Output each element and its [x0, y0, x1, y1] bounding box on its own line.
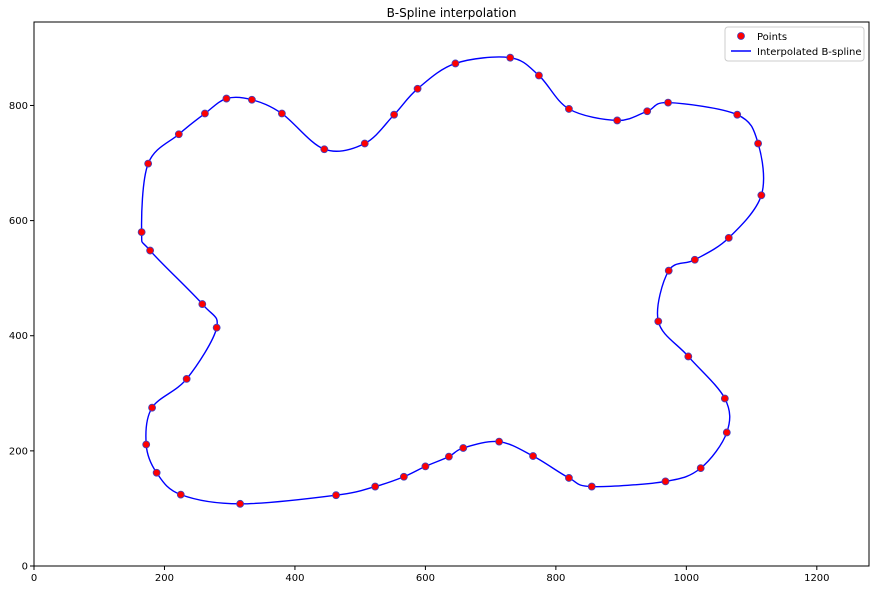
data-point: [201, 109, 209, 118]
data-point: [565, 474, 573, 482]
data-point: [247, 95, 256, 104]
data-point: [413, 84, 422, 93]
data-point: [495, 437, 504, 446]
x-tick-label: 800: [546, 573, 565, 584]
y-tick-label: 800: [9, 101, 28, 112]
x-tick-label: 600: [416, 573, 435, 584]
data-point: [661, 477, 670, 486]
data-point: [696, 464, 705, 473]
data-point: [142, 440, 151, 449]
y-tick-label: 200: [9, 446, 28, 457]
y-axis: 0 200 400 600 800: [9, 101, 34, 573]
x-tick-label: 1000: [674, 573, 699, 584]
data-point: [720, 394, 729, 403]
data-point: [137, 228, 146, 237]
data-point: [236, 499, 245, 508]
data-point: [506, 53, 515, 62]
data-point: [664, 266, 673, 275]
data-point: [754, 139, 763, 148]
data-point: [212, 323, 221, 332]
data-point: [444, 452, 453, 461]
spline-line: [140, 56, 765, 505]
data-point: [690, 255, 699, 264]
data-point: [722, 428, 731, 437]
data-point: [320, 145, 329, 154]
legend-label-points: Points: [757, 32, 787, 43]
data-point: [587, 482, 596, 491]
x-tick-label: 200: [155, 573, 174, 584]
data-point: [182, 375, 191, 383]
data-point: [360, 139, 369, 148]
x-tick-label: 1200: [804, 573, 829, 584]
chart-title: B-Spline interpolation: [387, 6, 517, 20]
data-point: [643, 107, 652, 116]
data-point: [146, 246, 155, 255]
legend-point-marker: [737, 32, 745, 40]
data-point: [459, 444, 468, 452]
data-point: [174, 130, 183, 139]
data-point: [529, 452, 537, 460]
data-point: [152, 468, 161, 477]
data-point: [332, 491, 340, 500]
points-layer: [137, 53, 766, 508]
data-point: [421, 462, 430, 471]
data-point: [565, 105, 573, 113]
data-point: [144, 159, 153, 168]
data-point: [399, 472, 408, 481]
data-point: [664, 98, 672, 107]
y-tick-label: 400: [9, 331, 28, 342]
data-point: [684, 352, 693, 361]
data-point: [390, 110, 398, 119]
legend-label-spline: Interpolated B-spline: [757, 47, 862, 58]
data-point: [613, 116, 622, 125]
data-point: [222, 94, 231, 103]
x-tick-label: 400: [285, 573, 304, 584]
plot-frame: [33, 21, 870, 567]
y-tick-label: 0: [22, 562, 28, 573]
legend: Points Interpolated B-spline: [724, 26, 865, 62]
data-point: [733, 110, 742, 119]
x-tick-label: 0: [31, 573, 37, 584]
data-point: [757, 191, 766, 200]
data-point: [198, 300, 207, 308]
data-point: [724, 233, 733, 242]
data-point: [451, 59, 460, 68]
data-point: [535, 71, 543, 80]
data-point: [371, 482, 380, 491]
data-point: [277, 109, 286, 118]
data-point: [654, 317, 663, 326]
data-point: [148, 403, 156, 412]
data-point: [176, 490, 185, 499]
legend-box: [724, 26, 865, 62]
y-tick-label: 600: [9, 216, 28, 227]
x-axis: 0 200 400 600 800 1000 1200: [31, 566, 830, 584]
